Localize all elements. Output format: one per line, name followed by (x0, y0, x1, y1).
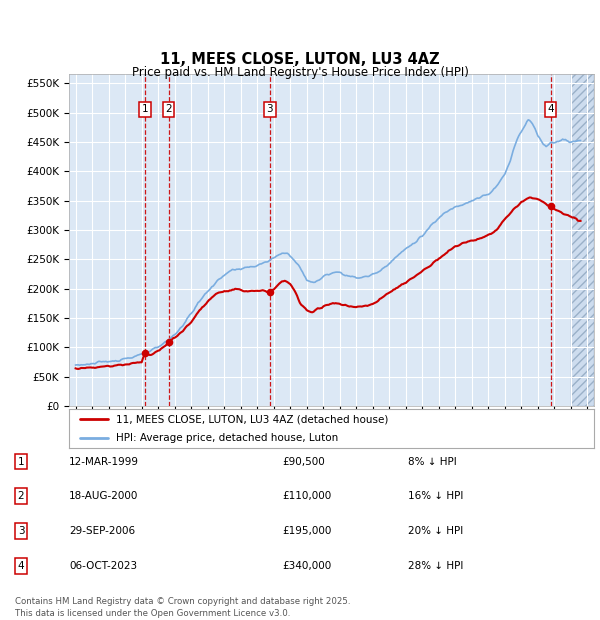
Text: 1: 1 (142, 104, 148, 114)
Text: 12-MAR-1999: 12-MAR-1999 (69, 456, 139, 466)
Text: £195,000: £195,000 (282, 526, 331, 536)
Text: Contains HM Land Registry data © Crown copyright and database right 2025.
This d: Contains HM Land Registry data © Crown c… (15, 597, 350, 618)
Text: 18-AUG-2000: 18-AUG-2000 (69, 491, 139, 501)
Text: Price paid vs. HM Land Registry's House Price Index (HPI): Price paid vs. HM Land Registry's House … (131, 66, 469, 79)
Text: HPI: Average price, detached house, Luton: HPI: Average price, detached house, Luto… (116, 433, 338, 443)
Text: 4: 4 (17, 560, 25, 570)
Text: 06-OCT-2023: 06-OCT-2023 (69, 560, 137, 570)
Text: 1: 1 (17, 456, 25, 466)
Text: 2: 2 (17, 491, 25, 501)
Text: 8% ↓ HPI: 8% ↓ HPI (408, 456, 457, 466)
Bar (571, 74, 594, 406)
Text: 29-SEP-2006: 29-SEP-2006 (69, 526, 135, 536)
Text: 11, MEES CLOSE, LUTON, LU3 4AZ: 11, MEES CLOSE, LUTON, LU3 4AZ (160, 52, 440, 67)
Text: 4: 4 (547, 104, 554, 114)
Text: £340,000: £340,000 (282, 560, 331, 570)
Text: 3: 3 (17, 526, 25, 536)
Text: 28% ↓ HPI: 28% ↓ HPI (408, 560, 463, 570)
Text: 20% ↓ HPI: 20% ↓ HPI (408, 526, 463, 536)
Text: 3: 3 (266, 104, 273, 114)
Text: £90,500: £90,500 (282, 456, 325, 466)
Text: 2: 2 (165, 104, 172, 114)
Text: 16% ↓ HPI: 16% ↓ HPI (408, 491, 463, 501)
Text: 11, MEES CLOSE, LUTON, LU3 4AZ (detached house): 11, MEES CLOSE, LUTON, LU3 4AZ (detached… (116, 414, 389, 424)
Text: £110,000: £110,000 (282, 491, 331, 501)
Bar (571, 74, 594, 406)
